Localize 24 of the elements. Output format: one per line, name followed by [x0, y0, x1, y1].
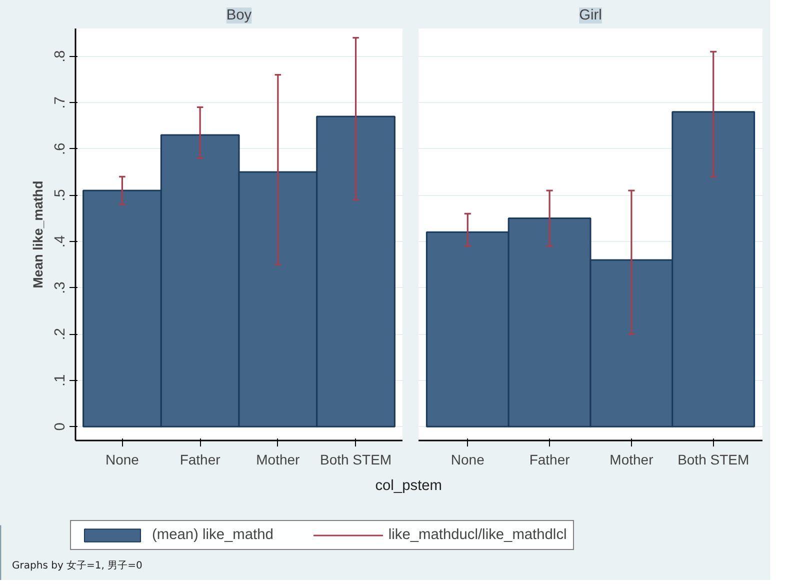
x-tick-label: Father: [529, 452, 570, 468]
y-tick-label: .2: [52, 328, 68, 340]
y-tick-label: .4: [52, 235, 68, 248]
y-axis-title: Mean like_mathd: [30, 180, 46, 288]
x-tick-label: Father: [180, 452, 221, 468]
y-tick-label: .1: [52, 374, 68, 386]
chart-title: Boy: [226, 8, 252, 24]
x-tick-label: Both STEM: [320, 452, 392, 468]
x-axis-title: col_pstem: [375, 478, 442, 494]
y-tick-label: 0: [52, 422, 68, 431]
x-tick-label: Mother: [610, 452, 654, 468]
x-tick-label: None: [450, 452, 485, 468]
x-tick-label: Mother: [256, 452, 300, 468]
y-tick-label: .8: [52, 50, 68, 62]
y-tick-label: .5: [52, 189, 68, 202]
y-tick-label: .3: [52, 282, 68, 294]
y-tick-label: .6: [52, 142, 68, 155]
legend-label: (mean) like_mathd: [152, 527, 274, 543]
text: like_mathducl/like_mathdlcl: [388, 527, 567, 543]
text: Graphs by 女子=1, 男子=0: [12, 560, 142, 572]
y-tick-label: .7: [52, 96, 68, 109]
x-tick-label: None: [105, 452, 140, 468]
chart-title: Girl: [579, 8, 602, 24]
x-tick-label: Both STEM: [678, 452, 750, 468]
